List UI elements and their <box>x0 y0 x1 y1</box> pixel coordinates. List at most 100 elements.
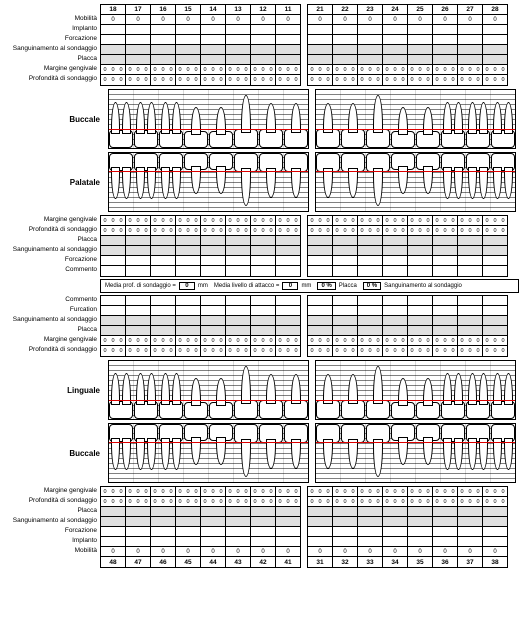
cell[interactable]: 000 <box>201 497 225 507</box>
cell[interactable]: 000 <box>151 336 175 346</box>
cell[interactable] <box>308 517 332 527</box>
cell[interactable] <box>101 517 125 527</box>
cell[interactable]: 0 <box>333 15 357 25</box>
cell[interactable] <box>101 266 125 276</box>
cell[interactable]: 0 <box>201 547 225 557</box>
cell[interactable] <box>458 45 482 55</box>
cell[interactable] <box>433 246 457 256</box>
cell[interactable] <box>251 35 275 45</box>
cell[interactable] <box>358 517 382 527</box>
cell[interactable] <box>101 25 125 35</box>
cell[interactable]: 000 <box>358 65 382 75</box>
cell[interactable] <box>358 246 382 256</box>
cell[interactable]: 0 <box>226 15 250 25</box>
cell[interactable]: 000 <box>126 346 150 356</box>
cell[interactable] <box>383 236 407 246</box>
cell[interactable]: 000 <box>251 65 275 75</box>
cell[interactable] <box>201 507 225 517</box>
cell[interactable] <box>276 236 300 246</box>
cell[interactable] <box>226 236 250 246</box>
cell[interactable]: 000 <box>358 75 382 85</box>
cell[interactable] <box>276 296 300 306</box>
cell[interactable] <box>308 316 332 326</box>
cell[interactable] <box>308 306 332 316</box>
cell[interactable] <box>226 25 250 35</box>
cell[interactable] <box>433 25 457 35</box>
cell[interactable] <box>151 296 175 306</box>
cell[interactable] <box>226 507 250 517</box>
cell[interactable] <box>358 256 382 266</box>
cell[interactable] <box>333 236 357 246</box>
cell[interactable] <box>176 266 200 276</box>
cell[interactable]: 000 <box>226 336 250 346</box>
cell[interactable] <box>126 306 150 316</box>
cell[interactable] <box>408 266 432 276</box>
cell[interactable]: 000 <box>383 487 407 497</box>
cell[interactable] <box>226 45 250 55</box>
cell[interactable]: 000 <box>433 65 457 75</box>
cell[interactable] <box>176 256 200 266</box>
cell[interactable] <box>151 537 175 547</box>
cell[interactable] <box>101 55 125 65</box>
cell[interactable] <box>483 296 507 306</box>
cell[interactable]: 0 <box>383 547 407 557</box>
cell[interactable]: 000 <box>151 346 175 356</box>
cell[interactable] <box>408 35 432 45</box>
cell[interactable]: 000 <box>483 497 507 507</box>
cell[interactable]: 000 <box>126 216 150 226</box>
cell[interactable] <box>358 326 382 336</box>
cell[interactable] <box>251 296 275 306</box>
cell[interactable] <box>483 517 507 527</box>
cell[interactable] <box>226 517 250 527</box>
cell[interactable] <box>483 25 507 35</box>
cell[interactable] <box>151 35 175 45</box>
cell[interactable] <box>308 296 332 306</box>
cell[interactable]: 000 <box>101 336 125 346</box>
cell[interactable] <box>383 507 407 517</box>
cell[interactable] <box>201 55 225 65</box>
cell[interactable]: 000 <box>276 336 300 346</box>
cell[interactable]: 000 <box>458 346 482 356</box>
cell[interactable]: 0 <box>126 547 150 557</box>
cell[interactable]: 0 <box>483 547 507 557</box>
cell[interactable]: 000 <box>251 497 275 507</box>
cell[interactable]: 000 <box>483 346 507 356</box>
cell[interactable] <box>151 326 175 336</box>
cell[interactable]: 000 <box>151 216 175 226</box>
cell[interactable]: 000 <box>483 487 507 497</box>
cell[interactable] <box>276 326 300 336</box>
cell[interactable] <box>176 55 200 65</box>
cell[interactable] <box>333 296 357 306</box>
cell[interactable]: 000 <box>101 216 125 226</box>
cell[interactable] <box>308 246 332 256</box>
cell[interactable] <box>383 35 407 45</box>
cell[interactable]: 000 <box>101 65 125 75</box>
cell[interactable] <box>201 266 225 276</box>
cell[interactable] <box>126 25 150 35</box>
cell[interactable] <box>408 517 432 527</box>
cell[interactable] <box>333 517 357 527</box>
cell[interactable] <box>201 537 225 547</box>
cell[interactable] <box>101 35 125 45</box>
cell[interactable]: 000 <box>251 336 275 346</box>
cell[interactable]: 000 <box>226 216 250 226</box>
cell[interactable]: 000 <box>333 216 357 226</box>
cell[interactable]: 000 <box>358 346 382 356</box>
cell[interactable] <box>458 507 482 517</box>
cell[interactable] <box>333 35 357 45</box>
cell[interactable] <box>276 55 300 65</box>
cell[interactable] <box>126 246 150 256</box>
cell[interactable]: 0 <box>433 15 457 25</box>
cell[interactable] <box>251 507 275 517</box>
cell[interactable] <box>276 537 300 547</box>
cell[interactable] <box>333 316 357 326</box>
cell[interactable]: 000 <box>408 65 432 75</box>
cell[interactable] <box>458 246 482 256</box>
cell[interactable]: 000 <box>458 75 482 85</box>
cell[interactable] <box>251 256 275 266</box>
cell[interactable] <box>126 316 150 326</box>
cell[interactable] <box>383 296 407 306</box>
cell[interactable] <box>276 45 300 55</box>
cell[interactable]: 000 <box>308 487 332 497</box>
cell[interactable] <box>408 507 432 517</box>
